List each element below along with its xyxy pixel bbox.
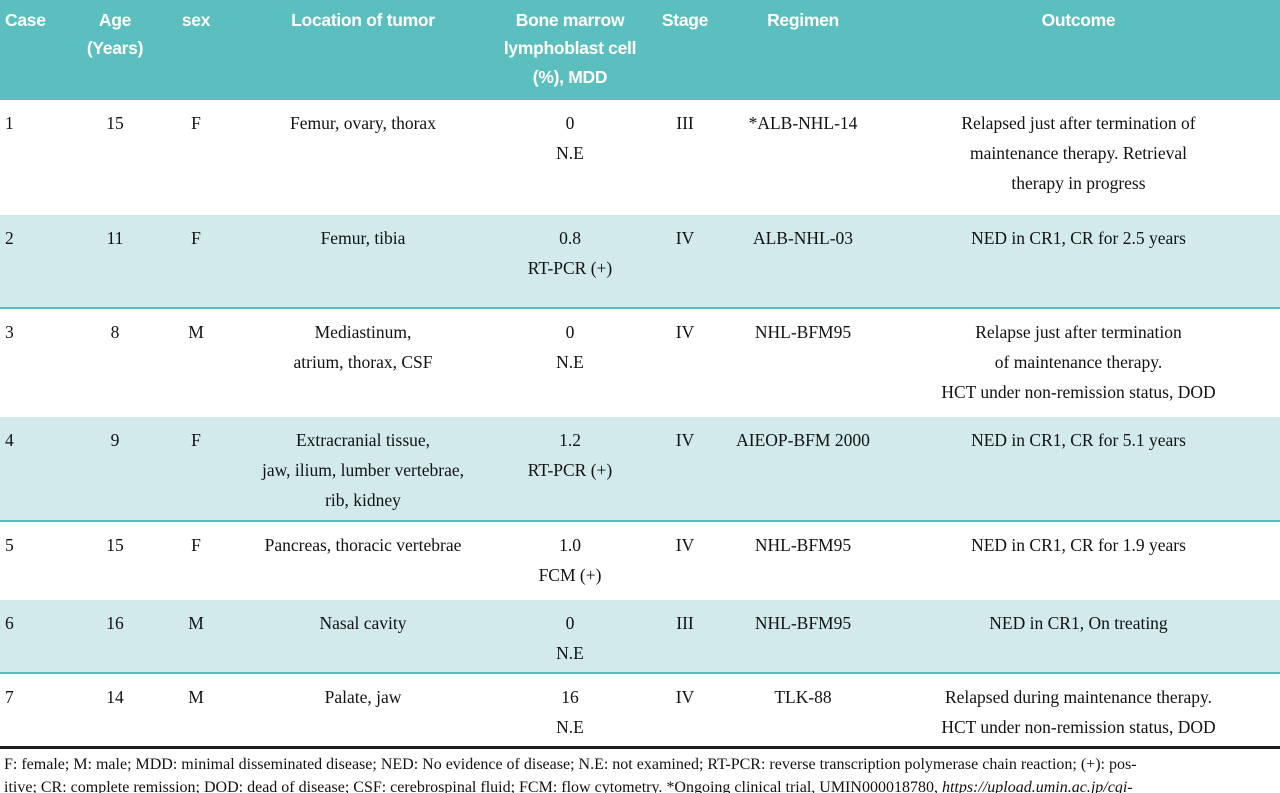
- cell-location: Mediastinum, atrium, thorax, CSF: [293, 322, 433, 373]
- table-header: Case Age (Years) sex Location of tumor B…: [0, 0, 1280, 100]
- cell-marrow: 0 N.E: [556, 322, 584, 373]
- cell-location: Extracranial tissue, jaw, ilium, lumber …: [227, 411, 499, 522]
- table-row: 7 14 M Palate, jaw 16 N.E IV TLK-88 Rela…: [0, 673, 1280, 746]
- cell-stage: IV: [641, 411, 729, 522]
- cell-sex: F: [191, 534, 201, 555]
- cell-marrow: 0.8 RT-PCR (+): [499, 209, 641, 309]
- cell-regimen: AIEOP-BFM 2000: [729, 411, 877, 522]
- cell-sex: M: [188, 686, 204, 707]
- column-header-regimen: Regimen: [729, 0, 877, 100]
- cell-stage: III: [641, 593, 729, 674]
- cell-marrow: 16 N.E: [556, 686, 584, 738]
- cell-sex: F: [165, 411, 227, 522]
- cell-age: 8: [110, 322, 120, 342]
- table-row: 4 9 F Extracranial tissue, jaw, ilium, l…: [0, 411, 1280, 522]
- column-header-location: Location of tumor: [227, 0, 499, 100]
- cell-case: 4: [0, 411, 65, 522]
- column-header-stage: Stage: [641, 0, 729, 100]
- footnote-abbreviations-text: F: female; M: male; MDD: minimal dissemi…: [4, 756, 1137, 793]
- patient-characteristics-table: Case Age (Years) sex Location of tumor B…: [0, 0, 1280, 746]
- cell-location: Pancreas, thoracic vertebrae: [264, 534, 462, 555]
- table-row: 6 16 M Nasal cavity 0 N.E III NHL-BFM95 …: [0, 593, 1280, 674]
- cell-regimen: NHL-BFM95: [754, 534, 852, 555]
- cell-sex: F: [165, 209, 227, 309]
- cell-sex: F: [191, 113, 201, 133]
- cell-sex: M: [188, 322, 204, 342]
- column-header-case: Case: [0, 0, 65, 100]
- table-body: 1 15 F Femur, ovary, thorax 0 N.E III *A…: [0, 100, 1280, 746]
- cell-regimen: NHL-BFM95: [729, 593, 877, 674]
- cell-sex: M: [165, 593, 227, 674]
- column-header-outcome: Outcome: [877, 0, 1280, 100]
- cell-outcome: NED in CR1, On treating: [877, 593, 1280, 674]
- table-row: 5 15 F Pancreas, thoracic vertebrae 1.0 …: [0, 521, 1280, 597]
- cell-outcome: Relapse just after termination of mainte…: [941, 322, 1216, 403]
- cell-regimen: TLK-88: [774, 686, 832, 707]
- table-row: 2 11 F Femur, tibia 0.8 RT-PCR (+) IV AL…: [0, 209, 1280, 309]
- cell-case: 3: [5, 322, 14, 342]
- cell-outcome: NED in CR1, CR for 1.9 years: [971, 534, 1186, 555]
- cell-age: 16: [65, 593, 165, 674]
- cell-regimen: NHL-BFM95: [754, 322, 852, 342]
- cell-marrow: 0 N.E: [499, 593, 641, 674]
- cell-age: 9: [65, 411, 165, 522]
- footnote-trial-url: https://upload.umin.ac.jp/cgi- open-bin/…: [941, 778, 1133, 793]
- cell-outcome: Relapsed during maintenance therapy. HCT…: [941, 686, 1216, 738]
- cell-case: 2: [0, 209, 65, 309]
- cell-stage: IV: [675, 322, 695, 342]
- cell-case: 1: [5, 113, 14, 133]
- cell-regimen: *ALB-NHL-14: [748, 113, 858, 133]
- cell-stage: IV: [641, 209, 729, 309]
- cell-outcome: NED in CR1, CR for 5.1 years: [877, 411, 1280, 522]
- column-header-sex: sex: [165, 0, 227, 100]
- cell-marrow: 0 N.E: [556, 113, 584, 164]
- cell-age: 15: [106, 113, 124, 133]
- cell-case: 7: [5, 686, 14, 707]
- cell-case: 5: [5, 534, 14, 555]
- column-header-bone-marrow: Bone marrow lymphoblast cell (%), MDD: [499, 0, 641, 100]
- cell-regimen: ALB-NHL-03: [729, 209, 877, 309]
- cell-case: 6: [0, 593, 65, 674]
- cell-age: 14: [106, 686, 124, 707]
- table-row: 3 8 M Mediastinum, atrium, thorax, CSF 0…: [0, 308, 1280, 414]
- cell-outcome: Relapsed just after termination of maint…: [961, 113, 1196, 194]
- cell-location: Palate, jaw: [324, 686, 402, 707]
- cell-marrow: 1.0 FCM (+): [538, 534, 602, 585]
- table-footnote: F: female; M: male; MDD: minimal dissemi…: [0, 746, 1280, 793]
- cell-location: Nasal cavity: [227, 593, 499, 674]
- header-row: Case Age (Years) sex Location of tumor B…: [0, 0, 1280, 100]
- table-row: 1 15 F Femur, ovary, thorax 0 N.E III *A…: [0, 100, 1280, 212]
- cell-age: 11: [65, 209, 165, 309]
- cell-location: Femur, tibia: [227, 209, 499, 309]
- cell-stage: IV: [675, 686, 695, 707]
- column-header-age: Age (Years): [65, 0, 165, 100]
- cell-stage: III: [676, 113, 694, 133]
- cell-age: 15: [106, 534, 124, 555]
- cell-location: Femur, ovary, thorax: [290, 113, 436, 133]
- cell-marrow: 1.2 RT-PCR (+): [499, 411, 641, 522]
- cell-outcome: NED in CR1, CR for 2.5 years: [877, 209, 1280, 309]
- cell-stage: IV: [675, 534, 695, 555]
